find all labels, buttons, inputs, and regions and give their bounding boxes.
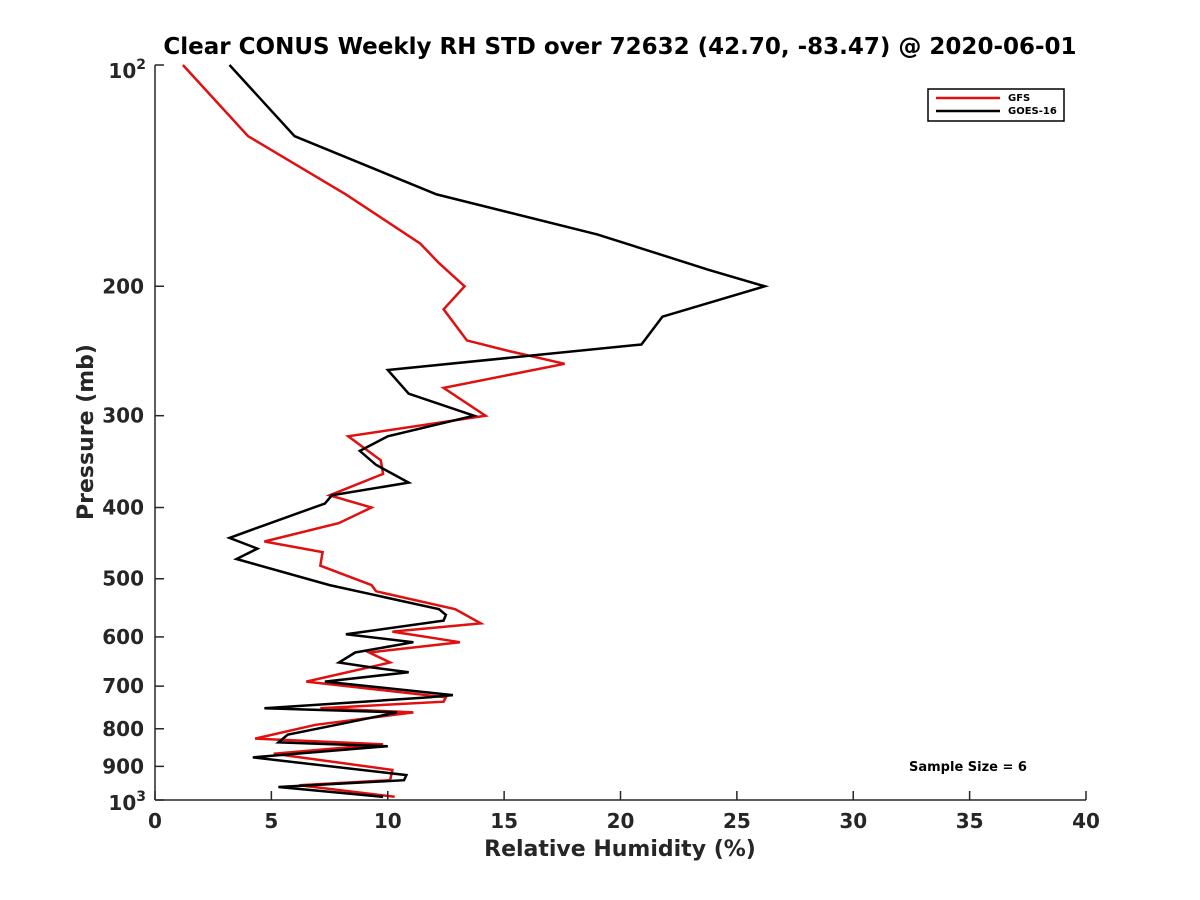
legend-label-gfs: GFS	[1008, 93, 1030, 104]
y-tick-label: 800	[102, 717, 144, 741]
x-tick-label: 35	[956, 809, 984, 833]
y-tick-label: 300	[102, 404, 144, 428]
y-tick-label-top-exponent: 2	[136, 57, 146, 73]
legend-label-goes16: GOES-16	[1008, 106, 1057, 117]
legend-box	[927, 88, 1065, 122]
y-tick-label: 600	[102, 625, 144, 649]
y-tick-label: 900	[102, 754, 144, 778]
x-ticks: 0 5 10 15 20 25 30 35 40	[148, 791, 1100, 833]
y-tick-label-bottom-base: 10	[108, 791, 136, 815]
y-tick-label: 700	[102, 674, 144, 698]
y-tick-label-bottom: 103	[108, 789, 146, 815]
series-line-gfs	[181, 64, 565, 799]
y-ticks: 200 300 400 500 600 700 800 900	[102, 64, 164, 801]
y-tick-label: 500	[102, 567, 144, 591]
y-tick-label-top: 102	[108, 57, 146, 83]
x-tick-label: 0	[148, 809, 162, 833]
plot-area: 0 5 10 15 20 25 30 35 40 200 300 400 500 600 700 800 90…	[102, 57, 1100, 833]
series-layer	[181, 64, 770, 799]
x-tick-label: 40	[1072, 809, 1100, 833]
sample-size-annotation: Sample Size = 6	[909, 760, 1027, 775]
series-line-goes16	[225, 64, 770, 799]
y-axis-label: Pressure (mb)	[74, 344, 99, 520]
x-tick-label: 25	[723, 809, 751, 833]
x-tick-label: 30	[839, 809, 867, 833]
x-tick-label: 10	[374, 809, 402, 833]
y-tick-label-bottom-exponent: 3	[136, 789, 146, 805]
x-tick-label: 20	[607, 809, 635, 833]
x-axis-label: Relative Humidity (%)	[484, 837, 756, 862]
x-tick-label: 5	[264, 809, 278, 833]
y-tick-label-top-base: 10	[108, 59, 136, 83]
y-tick-label: 200	[102, 274, 144, 298]
chart-title: Clear CONUS Weekly RH STD over 72632 (42…	[163, 34, 1076, 60]
x-tick-label: 15	[490, 809, 518, 833]
y-tick-label: 400	[102, 496, 144, 520]
legend: GFS GOES-16	[927, 88, 1065, 122]
